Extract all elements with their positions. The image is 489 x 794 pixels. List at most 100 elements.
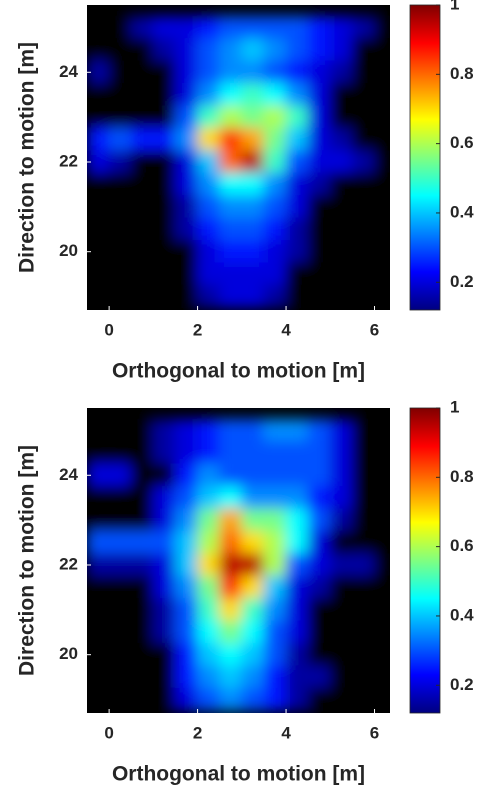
heatmap-cell (219, 485, 243, 510)
heatmap-cell (197, 508, 221, 532)
heatmap-cell (197, 60, 221, 84)
heatmap-cell (87, 105, 110, 129)
heatmap-cell (307, 598, 331, 622)
heatmap-cell (263, 239, 287, 264)
heatmap-cell (374, 105, 390, 129)
heatmap-cell (174, 418, 199, 443)
heatmap-cell (130, 38, 154, 62)
colorbar-tick-label: 1 (450, 397, 459, 416)
heatmap-cell (241, 508, 265, 532)
heatmap-cell (87, 15, 110, 40)
heatmap-cell (351, 463, 376, 487)
heatmap-cell (263, 195, 287, 219)
heatmap-cell (197, 82, 221, 107)
heatmap-cell (197, 598, 221, 622)
heatmap-cell (307, 127, 331, 152)
x-axis-label: Orthogonal to motion [m] (112, 360, 365, 383)
heatmap-cell (152, 60, 176, 84)
heatmap-cell (174, 598, 199, 622)
heatmap-cell (241, 172, 265, 197)
heatmap-cell (351, 60, 376, 84)
heatmap-cell (108, 642, 132, 667)
heatmap-cell (219, 15, 243, 40)
heatmap-cell (219, 598, 243, 622)
heatmap-cell (152, 530, 176, 555)
heatmap-cell (263, 262, 287, 286)
heatmap-cell (241, 284, 265, 309)
heatmap-cell (219, 620, 243, 644)
heatmap-cell (130, 60, 154, 84)
heatmap-cell (329, 217, 353, 241)
heatmap-cells (87, 15, 390, 309)
heatmap-cell (241, 105, 265, 129)
heatmap-cell (329, 508, 353, 532)
heatmap-cell (329, 284, 353, 309)
heatmap-cell (152, 575, 176, 600)
heatmap-cell (263, 642, 287, 667)
heatmap-cell (197, 284, 221, 309)
heatmap-cell (152, 38, 176, 62)
heatmap-cell (307, 60, 331, 84)
heatmap-cell (263, 38, 287, 62)
heatmap-cell (374, 418, 390, 443)
heatmap-cell (174, 575, 199, 600)
heatmap-cell (374, 463, 390, 487)
heatmap-cell (285, 150, 309, 174)
heatmap-cell (374, 239, 390, 264)
heatmap-cell (263, 82, 287, 107)
heatmap-cell (130, 262, 154, 286)
heatmap-cell (285, 687, 309, 712)
heatmap-cell (351, 418, 376, 443)
heatmap-cell (307, 441, 331, 465)
heatmap-cell (87, 508, 110, 532)
heatmap-cell (285, 38, 309, 62)
heatmap-cell (241, 127, 265, 152)
heatmap-cell (108, 463, 132, 487)
heatmap-cell (329, 441, 353, 465)
heatmap-cell (285, 463, 309, 487)
heatmap-cell (108, 105, 132, 129)
heatmap-cell (263, 284, 287, 309)
heatmap-cell (351, 239, 376, 264)
heatmap-cell (285, 642, 309, 667)
heatmap-cell (174, 195, 199, 219)
heatmap-cell (374, 642, 390, 667)
heatmap-cell (130, 598, 154, 622)
heatmap-cell (351, 38, 376, 62)
heatmap-cell (108, 127, 132, 152)
heatmap-cell (374, 665, 390, 689)
plot-area (87, 5, 390, 310)
heatmap-cell (351, 217, 376, 241)
heatmap-cell (87, 665, 110, 689)
heatmap-cell (197, 553, 221, 577)
heatmap-cell (351, 642, 376, 667)
heatmap-cell (219, 575, 243, 600)
heatmap-cell (374, 15, 390, 40)
heatmap-cell (329, 687, 353, 712)
heatmap-cell (174, 262, 199, 286)
heatmap-cell (307, 530, 331, 555)
heatmap-cell (241, 82, 265, 107)
heatmap-cell (285, 418, 309, 443)
heatmap-cell (87, 485, 110, 510)
heatmap-cell (374, 508, 390, 532)
heatmap-cell (174, 82, 199, 107)
heatmap-cell (174, 105, 199, 129)
heatmap-cell (87, 553, 110, 577)
heatmap-cell (197, 530, 221, 555)
colorbar (409, 4, 441, 311)
heatmap-cell (307, 15, 331, 40)
heatmap-cell (219, 642, 243, 667)
heatmap-cell (197, 575, 221, 600)
heatmap-cell (351, 530, 376, 555)
heatmap-cell (87, 620, 110, 644)
heatmap-cell (329, 598, 353, 622)
heatmap-cell (152, 82, 176, 107)
heatmap-cell (219, 172, 243, 197)
heatmap-cell (351, 284, 376, 309)
heatmap-cell (307, 150, 331, 174)
heatmap-cell (108, 217, 132, 241)
heatmap-cell (174, 150, 199, 174)
heatmap-cell (219, 463, 243, 487)
